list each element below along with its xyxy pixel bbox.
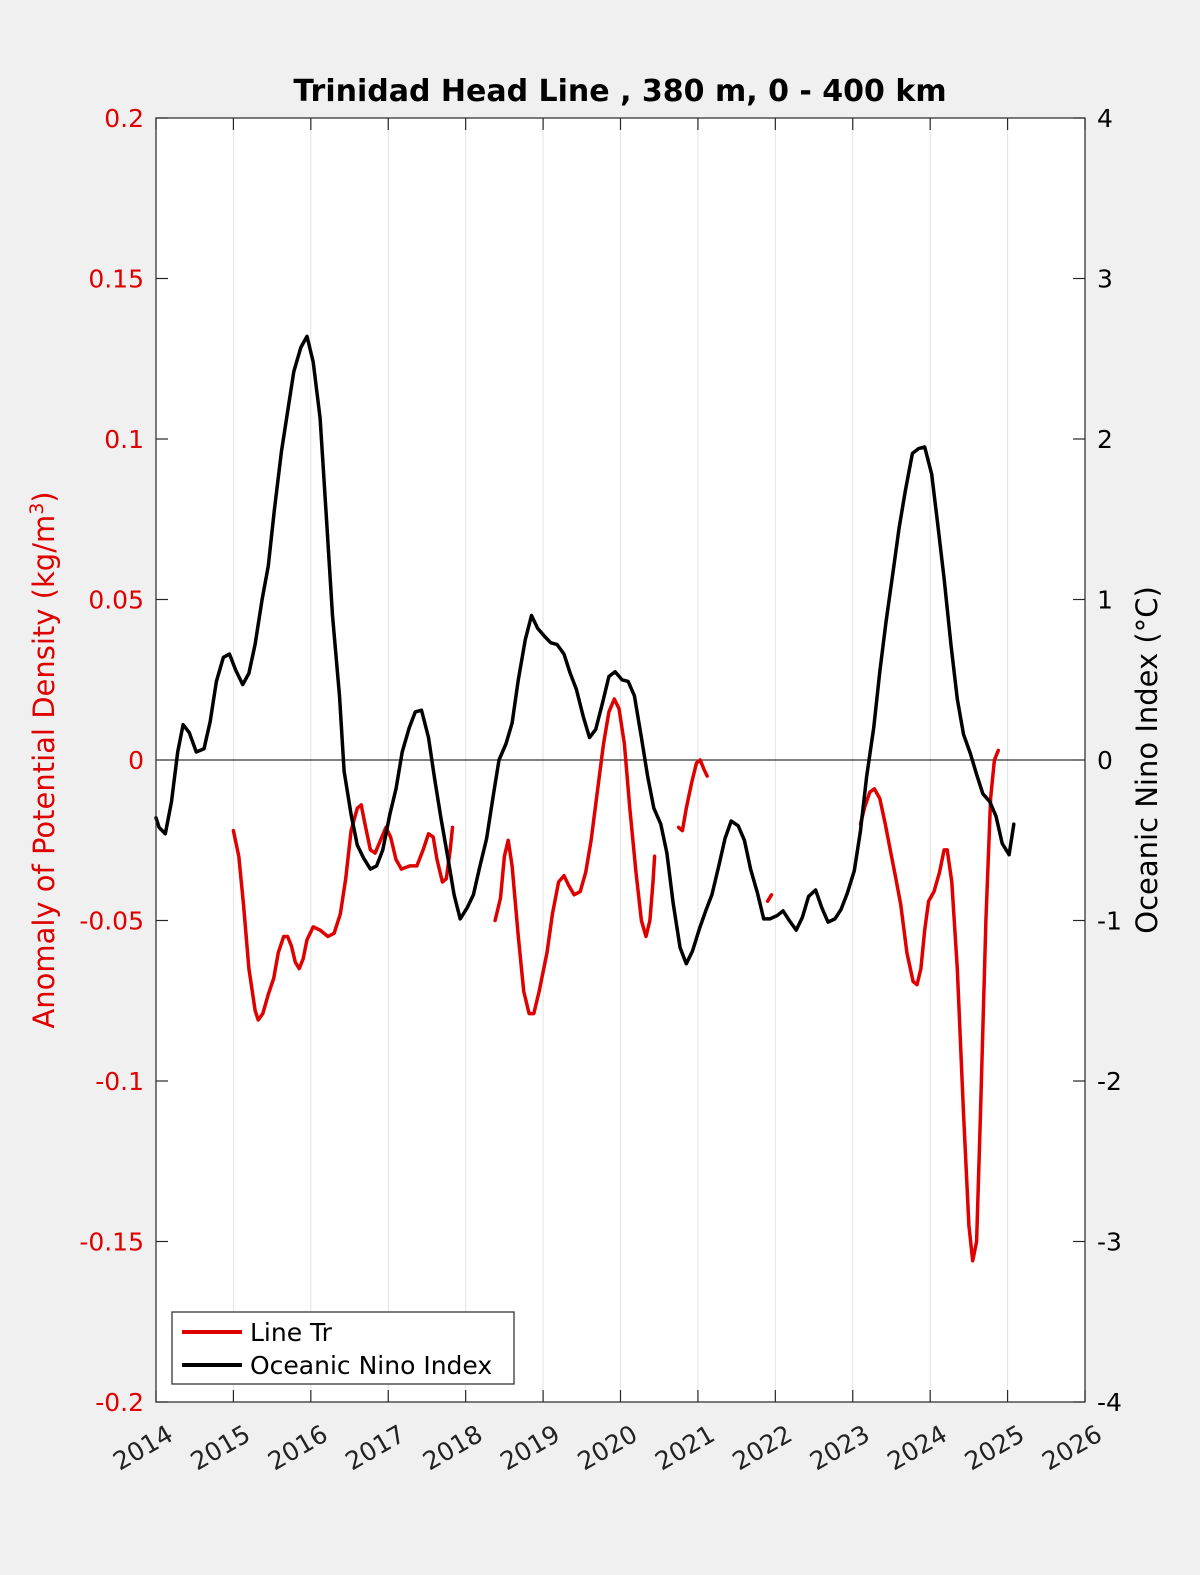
chart-title: Trinidad Head Line , 380 m, 0 - 400 km xyxy=(293,74,946,109)
x-tick-label: 2014 xyxy=(108,1419,178,1476)
legend-label-oni: Oceanic Nino Index xyxy=(250,1351,492,1380)
y-tick-label-left: -0.1 xyxy=(95,1067,144,1096)
x-tick-label: 2025 xyxy=(960,1419,1030,1476)
series-layer xyxy=(154,334,1016,1263)
x-tick-label: 2022 xyxy=(727,1419,797,1476)
series-line-tr xyxy=(765,893,774,903)
y-tick-label-left: -0.2 xyxy=(95,1388,144,1417)
y-axis-right-label: Oceanic Nino Index (°C) xyxy=(1130,586,1164,934)
series-line-tr xyxy=(231,803,455,1022)
x-tick-label: 2021 xyxy=(650,1419,720,1476)
series-line-tr xyxy=(858,748,1001,1263)
x-tick-label: 2015 xyxy=(186,1419,256,1476)
y-tick-label-right: -4 xyxy=(1097,1388,1122,1417)
legend-label-line-tr: Line Tr xyxy=(250,1318,333,1347)
y-tick-label-right: 2 xyxy=(1097,425,1113,454)
x-tick-label: 2024 xyxy=(882,1419,952,1476)
y-axis-left-label-superscript: 3 xyxy=(26,503,48,515)
x-tick-label: 2017 xyxy=(340,1419,410,1476)
series-oceanic-nino-index xyxy=(154,334,1016,966)
y-tick-label-right: 3 xyxy=(1097,265,1113,294)
legend: Line Tr Oceanic Nino Index xyxy=(171,1311,515,1385)
y-tick-label-left: 0.1 xyxy=(104,425,144,454)
tick-labels: 2014 2015 2016 2017 2018 2019 2020 2021 2022 2023… xyxy=(79,104,1122,1476)
y-axis-left-label-main: Anomaly of Potential Density (kg/m xyxy=(27,515,61,1029)
legend-box xyxy=(171,1311,515,1385)
x-tick-label: 2018 xyxy=(418,1419,488,1476)
y-tick-label-left: 0 xyxy=(128,746,144,775)
y-tick-label-right: -3 xyxy=(1097,1228,1122,1257)
x-tick-label: 2016 xyxy=(263,1419,333,1476)
y-tick-label-left: -0.15 xyxy=(79,1228,144,1257)
y-tick-label-right: 1 xyxy=(1097,586,1113,615)
series-line-tr xyxy=(493,697,657,1016)
x-tick-label: 2019 xyxy=(495,1419,565,1476)
y-axis-left-label: Anomaly of Potential Density (kg/m3) xyxy=(26,491,61,1028)
x-tick-label: 2023 xyxy=(805,1419,875,1476)
y-tick-label-left: 0.2 xyxy=(104,104,144,133)
y-tick-label-left: 0.05 xyxy=(88,586,144,615)
y-tick-label-right: 0 xyxy=(1097,746,1113,775)
x-tick-label: 2020 xyxy=(573,1419,643,1476)
y-tick-label-left: 0.15 xyxy=(88,265,144,294)
series-line-tr xyxy=(676,758,709,833)
y-axis-left-label-close: ) xyxy=(27,491,61,502)
y-tick-label-right: -1 xyxy=(1097,907,1122,936)
y-tick-label-left: -0.05 xyxy=(79,907,144,936)
y-tick-label-right: 4 xyxy=(1097,104,1113,133)
ticks xyxy=(155,117,1086,1403)
x-tick-label: 2026 xyxy=(1037,1419,1107,1476)
y-tick-label-right: -2 xyxy=(1097,1067,1122,1096)
